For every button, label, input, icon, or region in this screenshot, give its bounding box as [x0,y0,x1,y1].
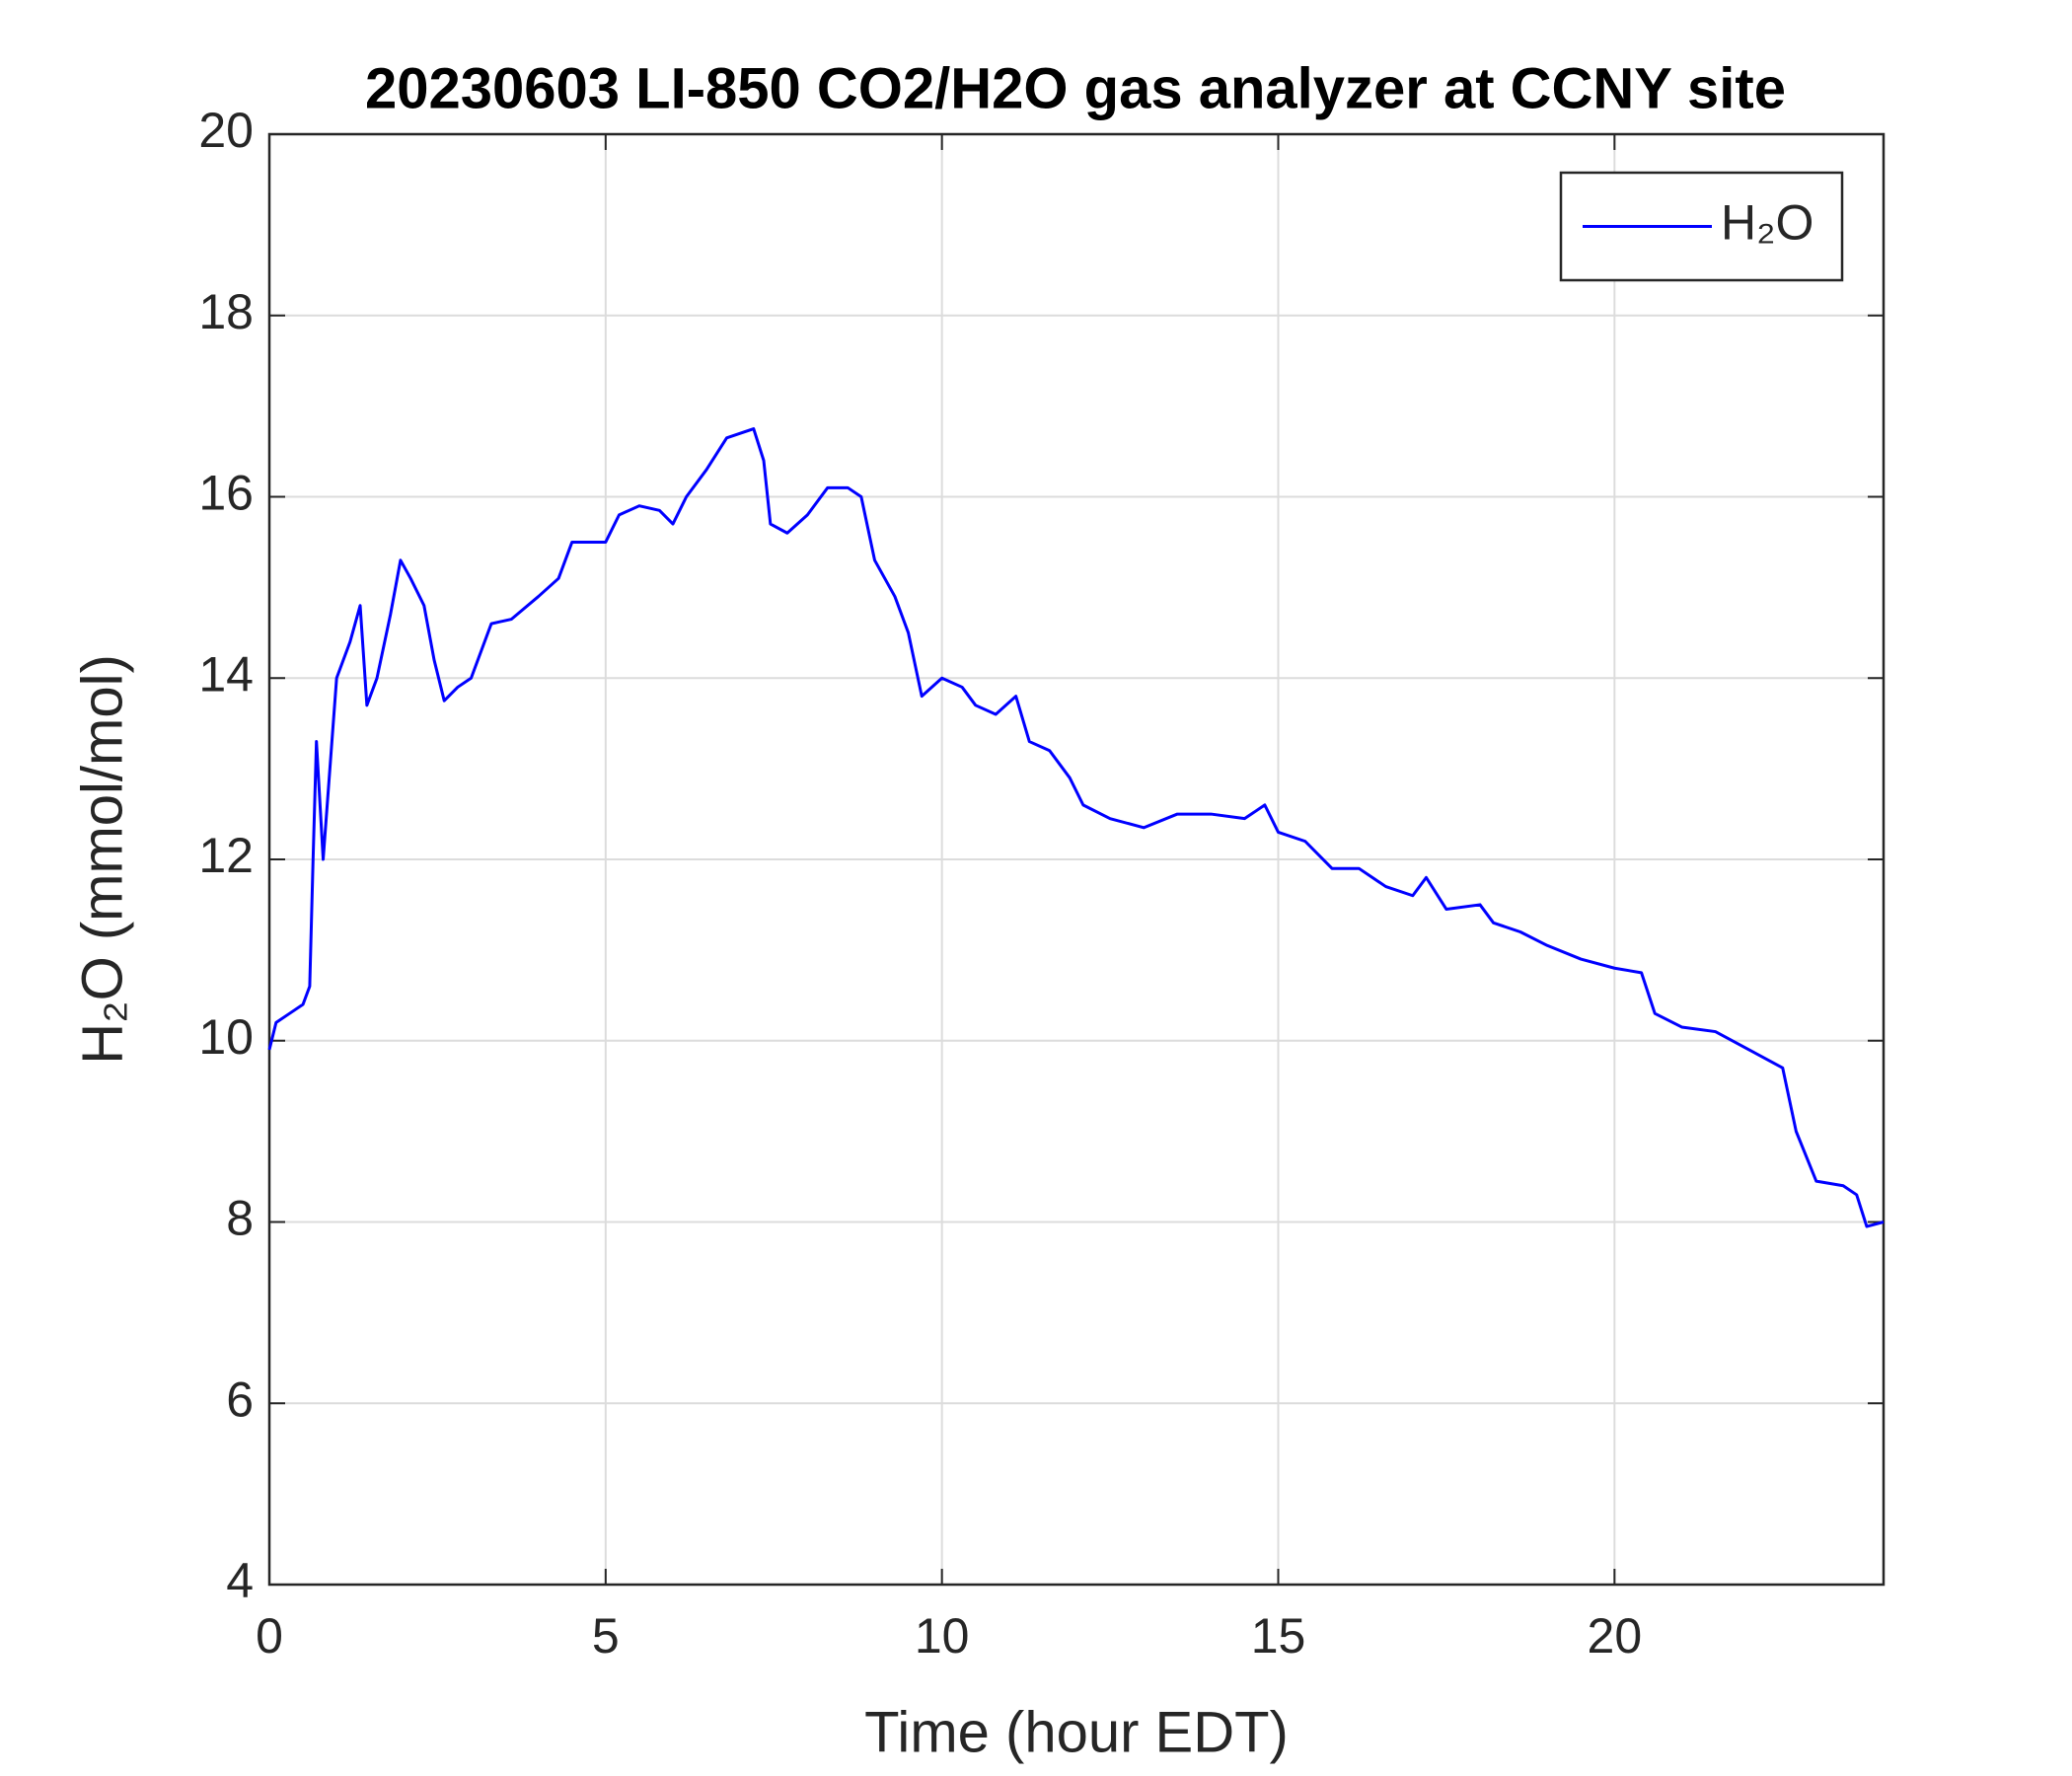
y-tick-label: 8 [226,1191,254,1246]
legend-label: H₂O [1721,195,1813,251]
data-line [267,427,1885,1228]
y-tick-label: 6 [226,1371,254,1427]
y-tick-label: 12 [198,828,254,883]
y-tick-label: 14 [198,646,254,702]
x-tick-label: 5 [592,1608,620,1664]
y-tick-label: 20 [198,103,254,158]
x-tick-label: 0 [256,1608,283,1664]
x-axis-label: Time (hour EDT) [864,1700,1289,1764]
y-tick-label: 4 [226,1553,254,1608]
x-tick-label: 20 [1588,1608,1643,1664]
x-tick-label: 15 [1251,1608,1306,1664]
plot-frame [267,132,1886,1587]
x-tick-label: 10 [915,1608,970,1664]
y-tick-label: 18 [198,284,254,339]
y-tick-label: 10 [198,1009,254,1065]
y-axis-label: H₂O (mmol/mol) [70,654,134,1065]
chart-title: 20230603 LI-850 CO2/H2O gas analyzer at … [365,56,1786,120]
y-tick-label: 16 [198,466,254,521]
